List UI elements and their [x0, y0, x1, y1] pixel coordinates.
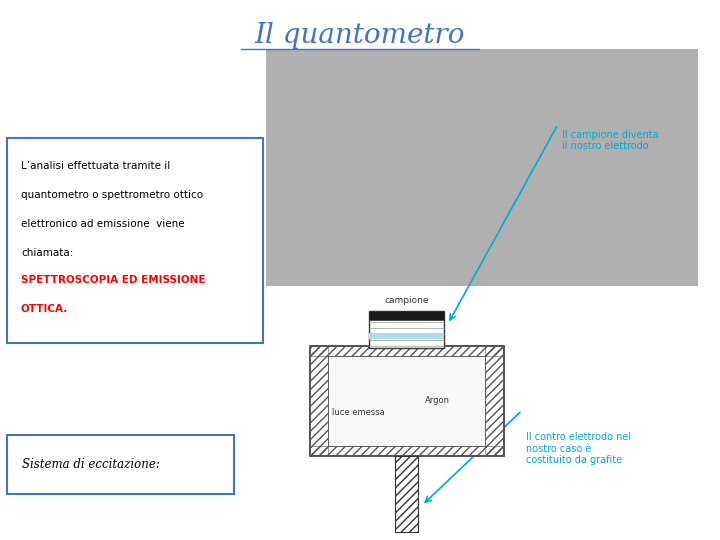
- Bar: [266, 49, 698, 286]
- Text: L’analisi effettuata tramite il: L’analisi effettuata tramite il: [21, 161, 170, 171]
- Bar: [369, 333, 444, 339]
- Text: elettronico ad emissione  viene: elettronico ad emissione viene: [21, 219, 184, 230]
- FancyBboxPatch shape: [7, 138, 263, 343]
- Text: luce emessa: luce emessa: [332, 408, 384, 417]
- FancyBboxPatch shape: [7, 435, 234, 494]
- Text: SPETTROSCOPIA ED EMISSIONE: SPETTROSCOPIA ED EMISSIONE: [21, 275, 205, 285]
- Text: campione: campione: [384, 296, 429, 305]
- Text: OTTICA.: OTTICA.: [21, 304, 68, 314]
- Text: Sistema di eccitazione:: Sistema di eccitazione:: [22, 458, 159, 471]
- Bar: [310, 346, 504, 356]
- Text: chiamata:: chiamata:: [21, 248, 73, 259]
- Text: Il quantometro: Il quantometro: [255, 22, 465, 49]
- Text: Il campione diventa
il nostro elettrodo: Il campione diventa il nostro elettrodo: [562, 130, 658, 151]
- Bar: [328, 356, 485, 446]
- Bar: [369, 310, 444, 348]
- Text: Argon: Argon: [425, 396, 450, 406]
- Bar: [310, 346, 328, 456]
- Text: Il contro elettrodo nel
nostro caso è
costituito da grafite: Il contro elettrodo nel nostro caso è co…: [526, 432, 631, 465]
- Bar: [310, 346, 504, 456]
- Bar: [369, 310, 444, 320]
- Text: quantometro o spettrometro ottico: quantometro o spettrometro ottico: [21, 190, 203, 200]
- Bar: [310, 446, 504, 456]
- Bar: [395, 456, 418, 532]
- Bar: [485, 346, 504, 456]
